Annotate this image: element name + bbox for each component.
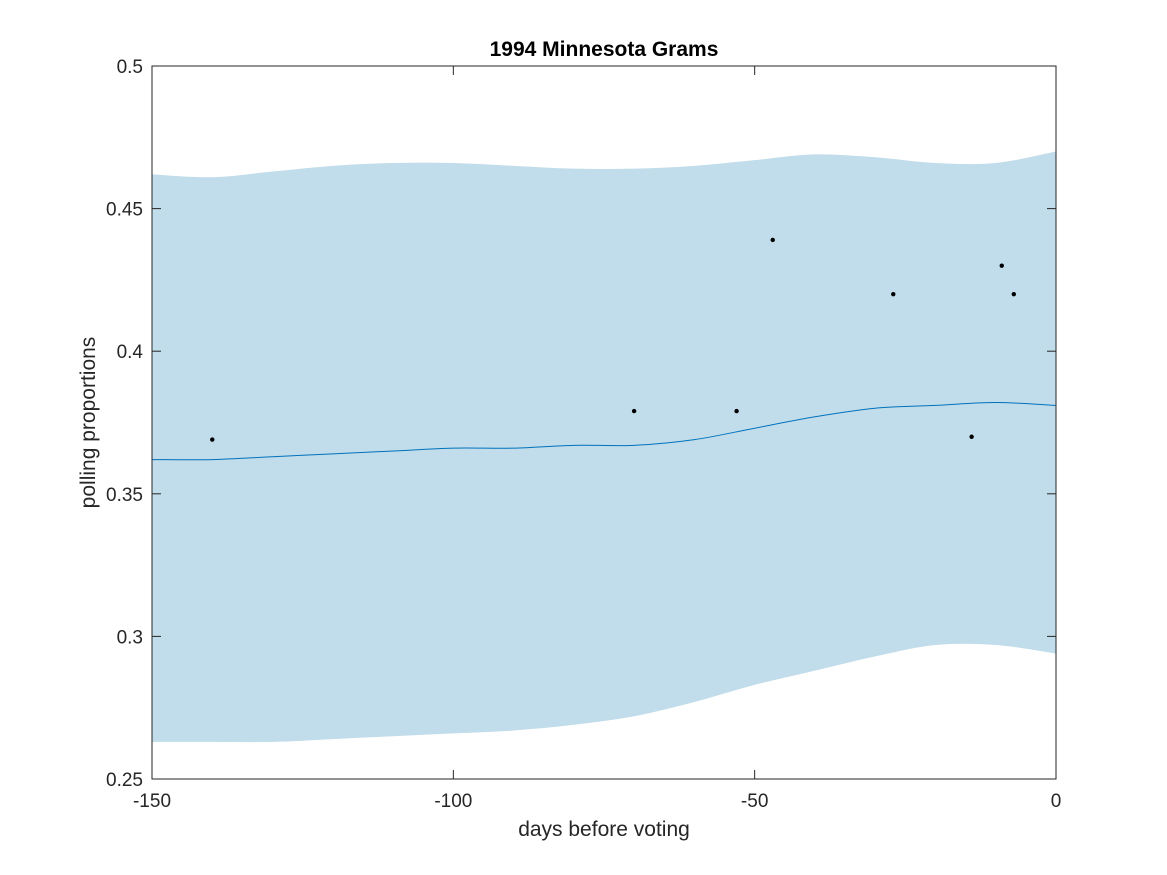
y-tick-label: 0.3 <box>117 627 143 648</box>
y-tick-label: 0.35 <box>106 485 143 506</box>
chart-title: 1994 Minnesota Grams <box>490 38 719 61</box>
y-tick-label: 0.25 <box>106 770 143 791</box>
y-axis-label: polling proportions <box>77 337 100 509</box>
x-tick-label: 0 <box>1051 791 1062 812</box>
poll-point <box>999 263 1004 268</box>
confidence-band <box>152 151 1056 743</box>
poll-point <box>734 408 739 414</box>
mean-line <box>151 402 1057 461</box>
axis-ticks: -150 -100 -50 0 0.25 0.3 0.35 0.4 0.45 0.5 <box>106 57 1061 812</box>
x-tick-label: -100 <box>434 791 472 812</box>
y-tick-label: 0.45 <box>106 200 143 221</box>
poll-point <box>1011 291 1017 297</box>
poll-point <box>891 291 896 297</box>
y-tick-label: 0.4 <box>117 342 144 363</box>
x-axis-label: days before voting <box>518 818 690 841</box>
x-tick-label: -150 <box>133 791 171 812</box>
x-tick-label: -50 <box>741 791 768 812</box>
poll-point <box>631 408 637 414</box>
plot-area <box>151 151 1057 743</box>
poll-point <box>770 237 775 243</box>
axes-box <box>151 65 1057 780</box>
y-tick-label: 0.5 <box>117 57 143 78</box>
poll-point <box>210 437 215 442</box>
poll-point <box>969 434 974 439</box>
